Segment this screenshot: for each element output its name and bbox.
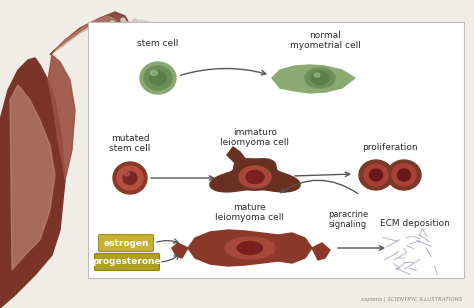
Text: progesterone: progesterone — [93, 257, 161, 266]
Polygon shape — [188, 230, 312, 266]
Text: mature
leiomyoma cell: mature leiomyoma cell — [216, 203, 284, 222]
Ellipse shape — [314, 73, 320, 77]
Ellipse shape — [311, 71, 329, 84]
Polygon shape — [108, 20, 152, 42]
Ellipse shape — [239, 166, 271, 188]
Ellipse shape — [225, 237, 275, 259]
Ellipse shape — [305, 68, 335, 88]
Polygon shape — [312, 243, 330, 260]
Text: proliferation: proliferation — [362, 143, 418, 152]
FancyBboxPatch shape — [99, 234, 154, 252]
Text: estrogen: estrogen — [103, 238, 149, 248]
Ellipse shape — [144, 66, 172, 90]
Ellipse shape — [125, 172, 129, 176]
Polygon shape — [50, 12, 130, 55]
Polygon shape — [172, 243, 188, 258]
Polygon shape — [227, 147, 247, 163]
Polygon shape — [10, 85, 55, 270]
Ellipse shape — [387, 160, 421, 190]
Ellipse shape — [398, 169, 410, 181]
Polygon shape — [272, 65, 355, 93]
FancyBboxPatch shape — [88, 22, 464, 278]
Polygon shape — [0, 58, 65, 308]
Text: stem cell: stem cell — [137, 39, 179, 48]
Ellipse shape — [113, 162, 147, 194]
Ellipse shape — [370, 169, 383, 181]
Text: normal
myometrial cell: normal myometrial cell — [290, 30, 360, 50]
Ellipse shape — [151, 71, 157, 75]
Ellipse shape — [123, 172, 137, 184]
Ellipse shape — [150, 71, 166, 85]
FancyBboxPatch shape — [94, 253, 159, 270]
Ellipse shape — [359, 160, 393, 190]
Ellipse shape — [246, 171, 264, 184]
Polygon shape — [210, 159, 300, 192]
Ellipse shape — [392, 164, 416, 186]
Ellipse shape — [237, 241, 263, 254]
Text: paracrine
signaling: paracrine signaling — [328, 210, 368, 229]
Text: ECM deposition: ECM deposition — [380, 219, 450, 228]
Ellipse shape — [117, 166, 143, 190]
Polygon shape — [55, 16, 118, 50]
Text: sapiens | SCIENTIFIC ILLUSTRATIONS: sapiens | SCIENTIFIC ILLUSTRATIONS — [361, 297, 462, 302]
Polygon shape — [48, 55, 75, 180]
Ellipse shape — [364, 164, 388, 186]
Text: mutated
stem cell: mutated stem cell — [109, 134, 151, 153]
Ellipse shape — [140, 62, 176, 94]
Text: immaturo
leiomyoma cell: immaturo leiomyoma cell — [220, 128, 290, 147]
